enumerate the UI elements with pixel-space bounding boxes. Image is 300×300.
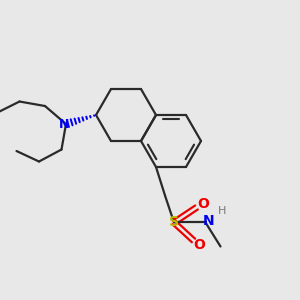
Text: S: S: [169, 215, 179, 230]
Text: H: H: [218, 206, 226, 216]
Text: O: O: [197, 197, 209, 212]
Text: O: O: [194, 238, 206, 252]
Text: N: N: [59, 118, 70, 130]
Text: N: N: [203, 214, 214, 228]
